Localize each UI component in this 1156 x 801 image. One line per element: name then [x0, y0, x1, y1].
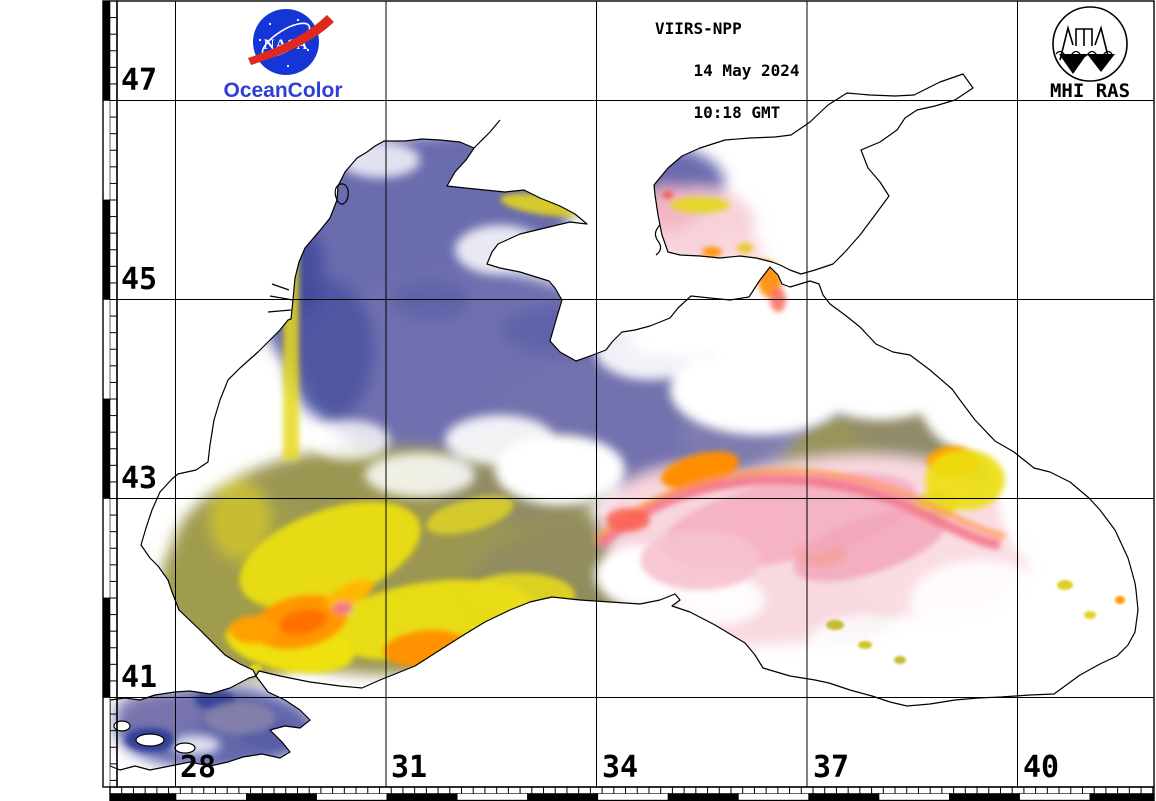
mhi-ras-emblem [1052, 6, 1128, 82]
mhi-emblem-sail-right [1087, 54, 1115, 72]
nasa-logo: NASA [248, 9, 334, 75]
mhi-emblem-right-peak [1094, 25, 1110, 61]
radiance-speck-blobs [250, 580, 1125, 672]
marmara-island [135, 733, 165, 747]
latitude-label: 43 [121, 461, 158, 496]
marmara-island [113, 720, 131, 732]
nasa-logo-swoosh [248, 15, 334, 65]
marmara-sea-coastline [109, 675, 311, 771]
dniester-lagoon-outline [334, 183, 349, 205]
mhi-emblem-center-glyph [1075, 28, 1093, 46]
sivash-lagoon-outline [654, 224, 662, 256]
longitude-label: 34 [602, 750, 639, 785]
black-sea-coastline [140, 138, 1139, 707]
acquisition-time: 10:18 GMT [693, 103, 781, 122]
graticule-grid [117, 1, 1154, 787]
dnieper-river-line [473, 119, 501, 149]
latitude-label: 41 [121, 660, 158, 695]
acquisition-info: VIIRS-NPP 14 May 2024 10:18 GMT [655, 18, 800, 144]
mhi-emblem-sail-left [1059, 54, 1087, 74]
latitude-label: 45 [121, 262, 158, 297]
sensor-name: VIIRS-NPP [655, 19, 742, 38]
longitude-label: 28 [180, 750, 217, 785]
acquisition-date: 14 May 2024 [693, 61, 800, 80]
longitude-label: 40 [1023, 750, 1060, 785]
mhi-emblem-circle [1052, 6, 1128, 82]
oceancolor-wordmark: OceanColor [223, 79, 343, 102]
latitude-label: 47 [121, 63, 158, 98]
mhi-ras-label: MHI RAS [1049, 80, 1131, 102]
longitude-label: 37 [813, 750, 850, 785]
coastlines [109, 73, 1139, 771]
longitude-label: 31 [391, 750, 428, 785]
frame-degree-bands [102, 0, 1155, 801]
mhi-emblem-left-peak [1059, 24, 1074, 61]
frame-minute-ticks [109, 0, 1154, 794]
